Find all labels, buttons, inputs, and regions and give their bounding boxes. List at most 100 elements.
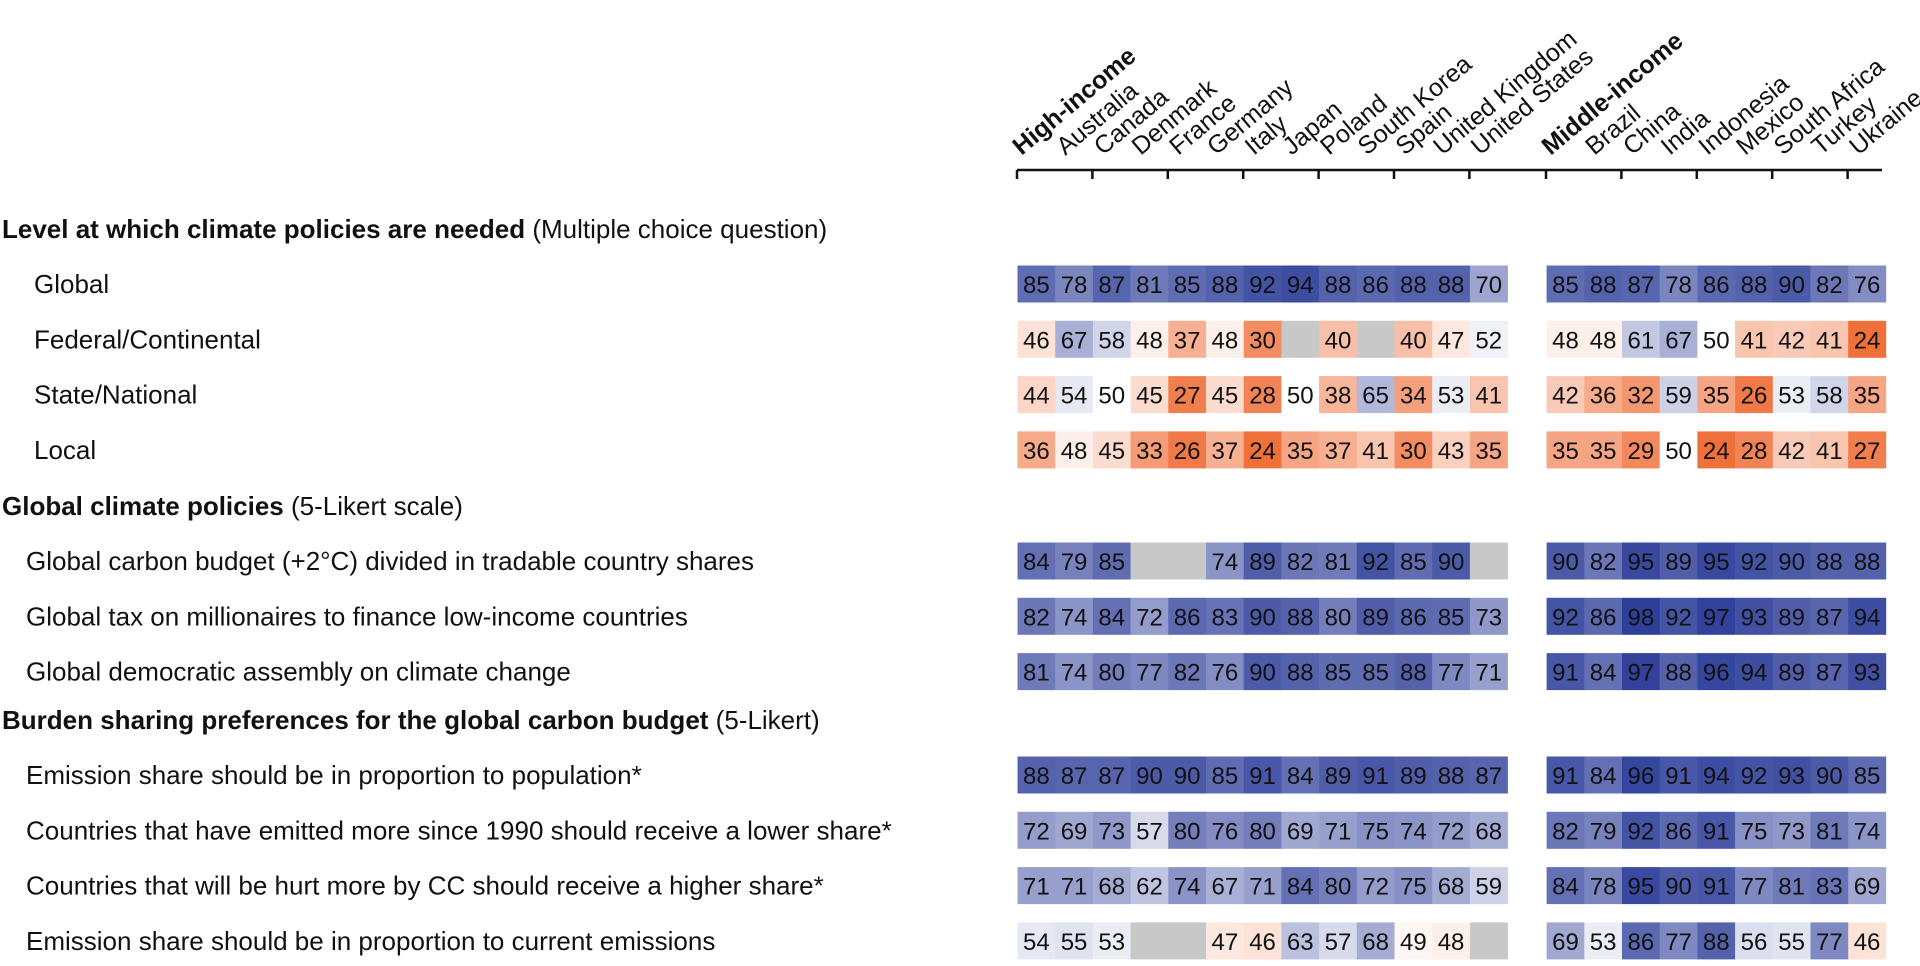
heatmap-cell-middle-income <box>1810 320 1849 358</box>
heatmap-cell-high-income <box>1130 431 1169 469</box>
heatmap-cell-high-income <box>1469 376 1508 414</box>
heatmap-cell-high-income <box>1432 653 1471 691</box>
heatmap-cell-high-income <box>1206 431 1244 469</box>
cell-value: 58 <box>1816 383 1843 410</box>
heatmap-cell-high-income <box>1281 265 1320 303</box>
heatmap-cell-middle-income <box>1584 597 1623 635</box>
cell-value: 95 <box>1703 549 1730 576</box>
heatmap-cell-high-income <box>1356 265 1395 303</box>
cell-value: 55 <box>1778 929 1805 956</box>
heatmap-cell-high-income <box>1017 431 1056 469</box>
heatmap-cell-middle-income <box>1735 922 1774 960</box>
heatmap-cell-high-income <box>1206 653 1244 691</box>
cell-value: 88 <box>1325 272 1352 299</box>
cell-value: 92 <box>1249 272 1276 299</box>
cell-value: 94 <box>1703 763 1730 790</box>
heatmap-cell-middle-income <box>1735 376 1774 414</box>
heatmap-cell-high-income <box>1168 597 1207 635</box>
cell-value: 45 <box>1136 383 1163 410</box>
cell-value: 78 <box>1590 874 1617 901</box>
cell-value: 93 <box>1741 604 1768 631</box>
heatmap-cell-middle-income <box>1546 265 1585 303</box>
heatmap-cell-middle-income <box>1546 811 1585 849</box>
heatmap-cell-middle-income <box>1546 653 1585 691</box>
heatmap-cell-middle-income <box>1735 756 1774 794</box>
cell-value: 53 <box>1590 929 1617 956</box>
heatmap-cell-middle-income <box>1810 597 1849 635</box>
cell-value: 76 <box>1854 272 1881 299</box>
heatmap-cell-middle-income <box>1810 922 1849 960</box>
cell-value: 90 <box>1249 660 1276 687</box>
row-label-global-democratic-assembly-on-climate-ch: Global democratic assembly on climate ch… <box>26 657 571 687</box>
cell-value: 85 <box>1854 763 1881 790</box>
cell-value: 65 <box>1362 383 1389 410</box>
cell-value: 83 <box>1211 604 1238 631</box>
heatmap-cell-middle-income <box>1848 597 1887 635</box>
row-label-emission-share-should-be-in-proportion-t: Emission share should be in proportion t… <box>26 760 642 790</box>
heatmap-cell-high-income <box>1055 867 1094 905</box>
heatmap-cell-high-income <box>1281 811 1320 849</box>
heatmap-cell-high-income <box>1356 542 1395 580</box>
cell-value: 48 <box>1552 327 1579 354</box>
cell-value: 30 <box>1249 327 1276 354</box>
cell-value: 72 <box>1438 818 1465 845</box>
heatmap-cell-middle-income <box>1772 811 1811 849</box>
heatmap-cell-middle-income <box>1546 542 1585 580</box>
heatmap-cell-middle-income <box>1659 597 1698 635</box>
heatmap-cell-high-income <box>1130 265 1169 303</box>
cell-value: 35 <box>1287 438 1314 465</box>
cell-value: 88 <box>1590 272 1617 299</box>
heatmap-cell-middle-income <box>1622 431 1660 469</box>
heatmap-cell-high-income <box>1243 653 1282 691</box>
heatmap-cell-high-income <box>1432 756 1471 794</box>
heatmap-cell-middle-income <box>1622 653 1660 691</box>
cell-value: 74 <box>1061 604 1088 631</box>
heatmap-cell-high-income <box>1055 597 1094 635</box>
cell-value: 86 <box>1627 929 1654 956</box>
cell-value: 28 <box>1249 383 1276 410</box>
heatmap-cell-middle-income <box>1546 376 1585 414</box>
cell-value: 26 <box>1741 383 1768 410</box>
heatmap-cell-high-income <box>1281 867 1320 905</box>
heatmap-cell-high-income <box>1206 597 1244 635</box>
heatmap-cell-middle-income <box>1848 376 1887 414</box>
cell-value: 80 <box>1325 604 1352 631</box>
heatmap-cell-high-income <box>1356 597 1395 635</box>
heatmap-cell-high-income <box>1469 756 1508 794</box>
heatmap-cell-middle-income <box>1810 756 1849 794</box>
cell-value: 46 <box>1854 929 1881 956</box>
heatmap-cell-high-income <box>1319 265 1358 303</box>
heatmap-cell-middle-income <box>1697 265 1736 303</box>
heatmap-cell-middle-income <box>1697 376 1736 414</box>
heatmap-cell-high-income <box>1394 431 1433 469</box>
heatmap-cell-high-income <box>1017 811 1056 849</box>
heatmap-cell-high-income <box>1130 320 1169 358</box>
cell-value: 94 <box>1741 660 1768 687</box>
cell-value: 88 <box>1400 272 1427 299</box>
cell-value: 81 <box>1816 818 1843 845</box>
cell-value: 89 <box>1325 763 1352 790</box>
cell-value: 30 <box>1400 438 1427 465</box>
heatmap-cell-high-income <box>1394 922 1433 960</box>
cell-value: 92 <box>1627 818 1654 845</box>
cell-value: 93 <box>1854 660 1881 687</box>
heatmap-cell-middle-income <box>1810 376 1849 414</box>
heatmap-cell-high-income <box>1319 653 1358 691</box>
cell-value: 42 <box>1552 383 1579 410</box>
heatmap-cell-middle-income <box>1848 922 1887 960</box>
heatmap-cell-middle-income <box>1772 265 1811 303</box>
heatmap-cell-high-income <box>1055 542 1094 580</box>
cell-value: 40 <box>1325 327 1352 354</box>
cell-value: 84 <box>1023 549 1050 576</box>
heatmap-cell-high-income <box>1206 756 1244 794</box>
heatmap-cell-middle-income <box>1772 376 1811 414</box>
cell-value: 84 <box>1287 763 1314 790</box>
heatmap-cell-high-income <box>1469 811 1508 849</box>
cell-value: 42 <box>1778 438 1805 465</box>
heatmap-cell-middle-income <box>1772 542 1811 580</box>
cell-value: 88 <box>1211 272 1238 299</box>
cell-value: 93 <box>1778 763 1805 790</box>
row-label-countries-that-will-be-hurt-more-by-cc-s: Countries that will be hurt more by CC s… <box>26 871 824 901</box>
heatmap-cell-middle-income <box>1697 867 1736 905</box>
